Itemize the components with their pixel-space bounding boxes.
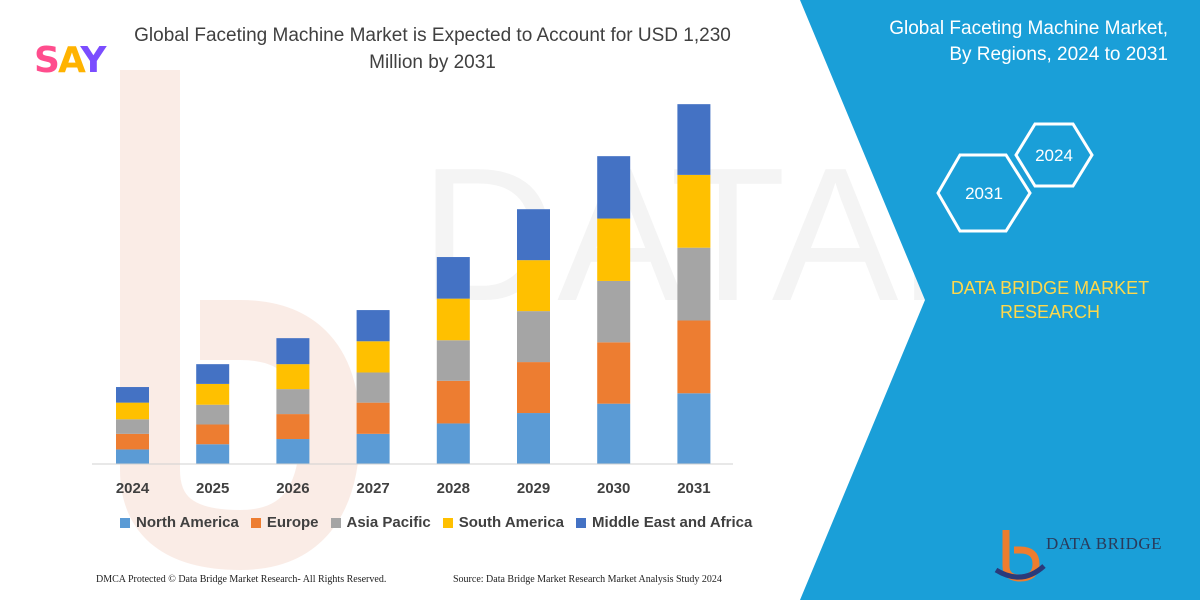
bar-segment-2029-south-america xyxy=(517,260,550,312)
x-tick-labels: 2024 2025 2026 2027 2028 2029 2030 2031 xyxy=(116,480,711,497)
brand-tagline: DATA BRIDGE MARKET RESEARCH xyxy=(920,276,1180,324)
legend-item-south-america: South America xyxy=(442,514,565,531)
legend-label: Asia Pacific xyxy=(346,514,431,531)
bar-segment-2028-europe xyxy=(436,380,470,424)
hexagon-2031 xyxy=(936,153,1032,233)
brand-tagline-line2: RESEARCH xyxy=(999,302,1101,322)
bar-segment-2031-middle-east-and-africa xyxy=(677,104,711,175)
legend-item-asia-pacific: Asia Pacific xyxy=(330,514,431,531)
legend-item-europe: Europe xyxy=(250,514,319,531)
bar-segment-2025-middle-east-and-africa xyxy=(196,364,230,384)
bar-segment-2031-south-america xyxy=(677,174,711,248)
legend-swatch xyxy=(120,517,130,528)
bar-segment-2028-north-america xyxy=(436,423,470,464)
bar-segment-2024-asia-pacific xyxy=(116,419,149,434)
bar-segment-2030-europe xyxy=(597,342,631,404)
chart-title-line2: Million by 2031 xyxy=(369,52,496,73)
legend-label: Europe xyxy=(266,514,319,531)
x-tick-label-2026: 2026 xyxy=(276,480,309,497)
source-footer: Source: Data Bridge Market Research Mark… xyxy=(453,574,722,585)
bar-segment-2024-north-america xyxy=(116,449,149,464)
legend-swatch xyxy=(576,517,587,528)
bar-segment-2031-north-america xyxy=(677,393,711,464)
bar-segment-2026-north-america xyxy=(276,439,310,464)
bar-segment-2027-south-america xyxy=(356,341,390,373)
legend-item-middle-east-and-africa: Middle East and Africa xyxy=(576,514,752,531)
hex-label-2024: 2024 xyxy=(1035,146,1073,165)
brand-tagline-line1: DATA BRIDGE MARKET xyxy=(950,278,1150,298)
side-panel-title-line1: Global Faceting Machine Market, xyxy=(889,18,1168,39)
x-tick-label-2030: 2030 xyxy=(597,480,630,497)
bar-segment-2025-north-america xyxy=(196,444,230,464)
bar-segment-2026-middle-east-and-africa xyxy=(276,338,310,365)
side-panel-title-line2: By Regions, 2024 to 2031 xyxy=(949,44,1168,65)
bar-segment-2028-asia-pacific xyxy=(436,340,470,381)
bar-segment-2026-south-america xyxy=(276,364,310,390)
bar-segment-2027-europe xyxy=(356,402,390,434)
legend-label: South America xyxy=(458,514,565,531)
x-tick-label-2027: 2027 xyxy=(356,480,389,497)
bar-segment-2029-middle-east-and-africa xyxy=(517,209,550,261)
data-bridge-logo-text: DATA BRIDGE xyxy=(1046,534,1163,553)
data-bridge-logo-icon xyxy=(994,530,1046,582)
legend-swatch xyxy=(330,517,341,528)
hex-label-2031: 2031 xyxy=(965,184,1003,203)
x-tick-label-2029: 2029 xyxy=(517,480,550,497)
bar-segment-2025-south-america xyxy=(196,383,230,405)
x-tick-label-2024: 2024 xyxy=(116,480,150,497)
x-tick-label-2031: 2031 xyxy=(677,480,710,497)
chart-legend: North America Europe Asia Pacific South Ame… xyxy=(120,514,752,531)
bar-segment-2024-south-america xyxy=(116,402,149,420)
bar-segment-2026-asia-pacific xyxy=(276,389,310,415)
bar-segment-2024-middle-east-and-africa xyxy=(116,387,149,403)
bar-segment-2025-europe xyxy=(196,424,230,445)
bar-segment-2025-asia-pacific xyxy=(196,404,230,425)
bar-segment-2030-south-america xyxy=(597,218,631,281)
bar-segment-2027-asia-pacific xyxy=(356,372,390,403)
bar-segment-2029-europe xyxy=(517,362,550,414)
legend-label: North America xyxy=(136,514,239,531)
bar-segment-2026-europe xyxy=(276,414,310,440)
say-logo: SAY xyxy=(34,40,106,81)
bar-segment-2028-middle-east-and-africa xyxy=(436,257,470,299)
bar-segment-2030-north-america xyxy=(597,403,631,464)
bar-segment-2029-north-america xyxy=(517,413,550,464)
bar-segment-2027-middle-east-and-africa xyxy=(356,310,390,342)
bar-segment-2028-south-america xyxy=(436,298,470,341)
bar-segment-2024-europe xyxy=(116,433,149,450)
x-tick-label-2025: 2025 xyxy=(196,480,229,497)
bar-segment-2027-north-america xyxy=(356,433,390,464)
legend-swatch xyxy=(442,517,453,528)
x-tick-label-2028: 2028 xyxy=(437,480,470,497)
chart-title-line1: Global Faceting Machine Market is Expect… xyxy=(134,25,731,46)
chart-title: Global Faceting Machine Market is Expect… xyxy=(105,22,760,76)
legend-swatch xyxy=(250,517,261,528)
bar-segment-2031-asia-pacific xyxy=(677,247,711,321)
bar-segment-2030-middle-east-and-africa xyxy=(597,156,631,219)
bar-group xyxy=(116,104,711,464)
bar-segment-2030-asia-pacific xyxy=(597,280,631,343)
bar-segment-2031-europe xyxy=(677,320,711,394)
bar-segment-2029-asia-pacific xyxy=(517,311,550,363)
legend-item-north-america: North America xyxy=(120,514,239,531)
legend-label: Middle East and Africa xyxy=(592,514,753,531)
side-panel-title: Global Faceting Machine Market, By Regio… xyxy=(838,16,1168,68)
hexagon-2024 xyxy=(1014,122,1094,188)
copyright-footer: DMCA Protected © Data Bridge Market Rese… xyxy=(96,574,387,585)
